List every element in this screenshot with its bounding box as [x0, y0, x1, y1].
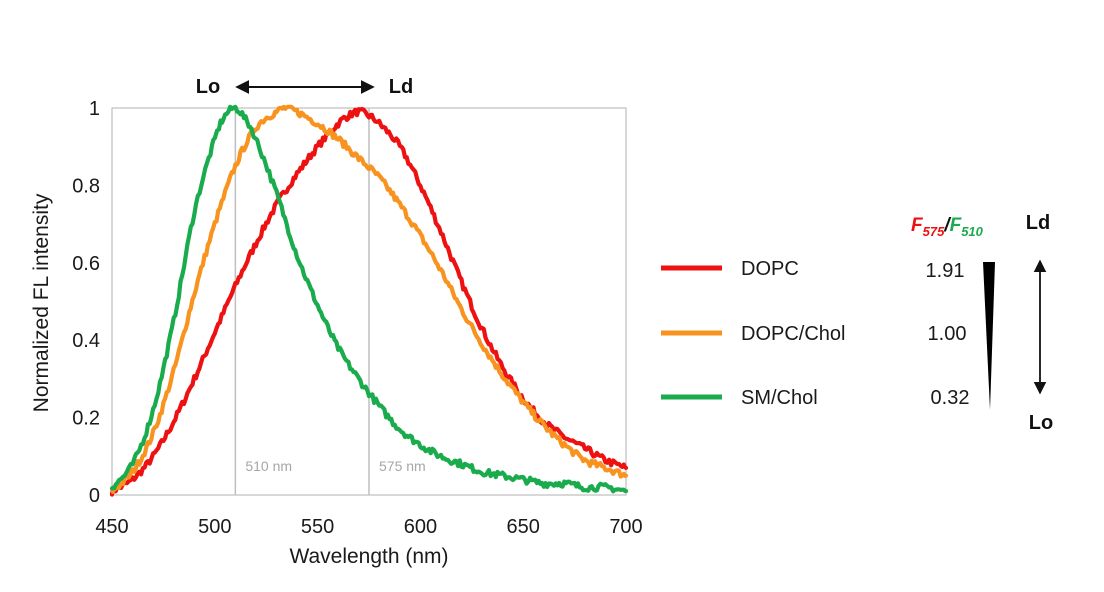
- legend: DOPC DOPC/Chol SM/Chol: [661, 258, 845, 409]
- scale-label-ld: Ld: [1026, 212, 1050, 234]
- ratio-header-f510: F: [950, 215, 963, 236]
- x-axis-title: Wavelength (nm): [289, 545, 448, 568]
- legend-label-sm-chol: SM/Chol: [741, 387, 818, 409]
- ratio-wedge: [983, 262, 995, 410]
- ratio-value-dopc: 1.91: [926, 260, 965, 282]
- y-axis-title: Normalized FL intensity: [30, 193, 53, 412]
- scale-label-lo: Lo: [1029, 412, 1053, 434]
- y-tick-label: 0.4: [72, 330, 100, 352]
- x-tick-label: 650: [507, 516, 540, 538]
- series-line-sm-chol: [109, 104, 629, 494]
- series-layer: [109, 104, 629, 497]
- y-tick-label: 0.2: [72, 408, 100, 430]
- y-axis-ticks: 0 0.2 0.4 0.6 0.8 1: [72, 98, 100, 507]
- legend-label-dopc: DOPC: [741, 258, 799, 280]
- y-tick-label: 1: [89, 98, 100, 120]
- ratio-value-dopc-chol: 1.00: [928, 323, 967, 345]
- ratio-header-slash: /: [943, 215, 951, 236]
- legend-label-dopc-chol: DOPC/Chol: [741, 323, 845, 345]
- x-tick-label: 600: [404, 516, 437, 538]
- series-line-dopc-chol: [109, 104, 629, 494]
- x-axis-ticks: 450 500 550 600 650 700: [95, 516, 642, 538]
- reference-line-label-575: 575 nm: [379, 458, 426, 474]
- reference-line-label-510: 510 nm: [245, 458, 292, 474]
- x-tick-label: 500: [198, 516, 231, 538]
- ratio-value-sm-chol: 0.32: [931, 387, 970, 409]
- top-label-lo: Lo: [196, 76, 220, 98]
- ratio-header-sub510: 510: [961, 224, 983, 239]
- y-tick-label: 0.8: [72, 175, 100, 197]
- ratio-header: F575/F510: [911, 215, 984, 239]
- ratio-header-f575: F: [911, 215, 924, 236]
- x-tick-label: 450: [95, 516, 128, 538]
- top-label-ld: Ld: [389, 76, 413, 98]
- x-tick-label: 700: [609, 516, 642, 538]
- x-tick-label: 550: [301, 516, 334, 538]
- reference-lines: 510 nm 575 nm: [234, 108, 426, 495]
- ratio-header-sub575: 575: [923, 224, 945, 239]
- y-tick-label: 0: [89, 485, 100, 507]
- y-tick-label: 0.6: [72, 253, 100, 275]
